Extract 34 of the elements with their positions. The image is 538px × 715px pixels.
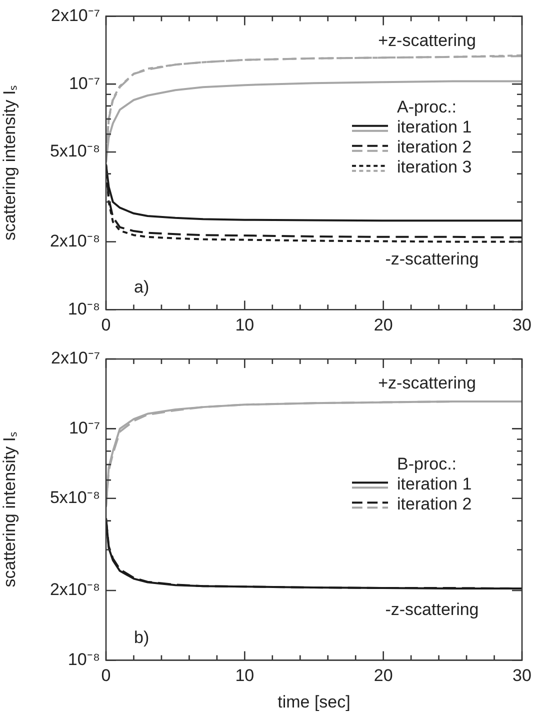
annotation: -z-scattering [385,249,479,268]
y-axis-title: scattering intensity Iₛ [0,85,19,241]
x-tick-label: 20 [374,666,393,686]
y-tick-label: 2x10⁻⁷ [50,6,100,25]
legend-label: iteration 2 [397,494,472,514]
y-tick-label: 10⁻⁸ [68,299,100,318]
legend-title: B-proc.: [397,454,457,474]
y-tick-label: 2x10⁻⁷ [50,348,100,368]
legend-label: iteration 3 [397,158,472,177]
x-tick-label: 20 [374,315,393,334]
x-tick-label: 10 [235,315,254,334]
annotation: b) [134,628,150,647]
x-tick-label: 30 [512,315,532,334]
x-tick-label: 10 [235,666,254,686]
legend-label: iteration 2 [397,138,472,157]
x-tick-label: 30 [512,666,532,686]
y-axis-title: scattering intensity Iₛ [0,432,19,588]
x-tick-label: 0 [101,666,111,686]
legend-label: iteration 1 [397,118,472,137]
x-axis-title: time [sec] [278,692,350,712]
annotation: +z-scattering [378,30,476,50]
y-tick-label: 5x10⁻⁸ [50,142,100,161]
y-tick-label: 10⁻⁷ [68,74,100,93]
y-tick-label: 5x10⁻⁸ [50,488,100,508]
legend-label: iteration 1 [397,474,472,494]
y-tick-label: 2x10⁻⁸ [50,580,100,600]
annotation: a) [134,277,150,296]
y-tick-label: 10⁻⁸ [68,650,100,669]
y-tick-label: 2x10⁻⁸ [50,231,100,250]
annotation: +z-scattering [378,374,476,393]
annotation: -z-scattering [385,600,479,619]
legend-title: A-proc.: [397,98,457,117]
y-tick-label: 10⁻⁷ [68,418,100,438]
x-tick-label: 0 [101,315,111,334]
